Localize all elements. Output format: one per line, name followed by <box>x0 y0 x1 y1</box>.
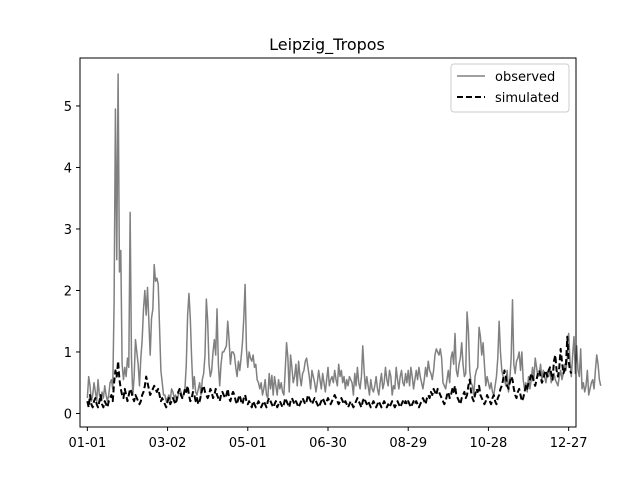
chart-title: Leipzig_Tropos <box>269 35 385 55</box>
y-tick-label: 1 <box>64 346 72 361</box>
y-tick-label: 4 <box>64 161 72 176</box>
series-layer <box>86 73 602 409</box>
x-tick-label: 12-27 <box>550 436 588 451</box>
x-tick-label: 05-01 <box>229 436 267 451</box>
legend: observed simulated <box>450 63 570 113</box>
legend-observed-label: observed <box>495 70 555 85</box>
y-tick-label: 3 <box>64 223 72 238</box>
x-axis: 01-01 03-02 05-01 06-30 08-29 10-28 12-27 <box>68 427 588 451</box>
y-tick-label: 2 <box>64 284 72 299</box>
y-tick-label: 0 <box>64 407 72 422</box>
x-tick-label: 06-30 <box>309 436 347 451</box>
x-tick-label: 01-01 <box>68 436 106 451</box>
x-tick-label: 03-02 <box>149 436 187 451</box>
x-tick-label: 10-28 <box>470 436 508 451</box>
x-tick-label: 08-29 <box>389 436 427 451</box>
y-axis: 0 1 2 3 4 5 <box>64 100 80 422</box>
series-observed-line <box>86 73 602 402</box>
y-tick-label: 5 <box>64 100 72 115</box>
series-simulated-line <box>86 335 573 409</box>
legend-simulated-label: simulated <box>495 91 559 106</box>
